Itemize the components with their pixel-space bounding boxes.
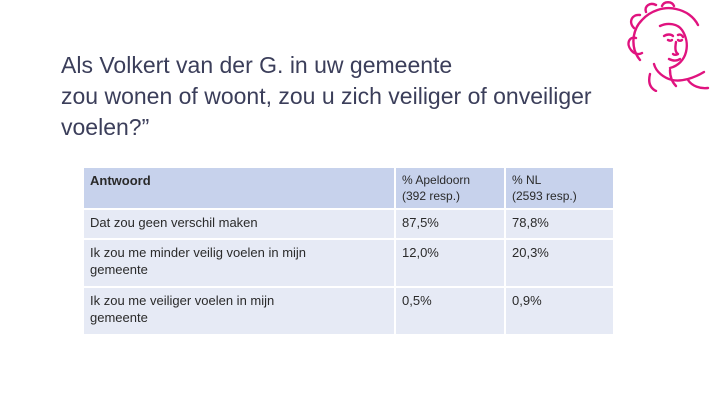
title-line-2: zou wonen of woont, zou u zich veiliger … bbox=[61, 83, 592, 109]
header-apeldoorn-respondents: (392 resp.) bbox=[402, 189, 461, 203]
header-answer: Antwoord bbox=[84, 168, 394, 208]
title-line-1: Als Volkert van der G. in uw gemeente bbox=[61, 52, 453, 78]
slide-title: Als Volkert van der G. in uw gemeente zo… bbox=[61, 50, 681, 143]
nl-value: 20,3% bbox=[506, 240, 613, 286]
header-nl-label: % NL bbox=[512, 173, 542, 187]
header-nl-respondents: (2593 resp.) bbox=[512, 189, 577, 203]
apeldoorn-value: 87,5% bbox=[396, 210, 504, 238]
title-line-3: voelen?” bbox=[61, 114, 150, 140]
apeldoorn-value: 0,5% bbox=[396, 288, 504, 334]
answer-cell: Ik zou me minder veilig voelen in mijn g… bbox=[84, 240, 394, 286]
table-row: Dat zou geen verschil maken 87,5% 78,8% bbox=[84, 210, 613, 238]
answer-text-line-2: gemeente bbox=[90, 262, 148, 277]
results-table: Antwoord % Apeldoorn (392 resp.) % NL (2… bbox=[82, 166, 615, 336]
answer-text-line-1: Ik zou me minder veilig voelen in mijn bbox=[90, 245, 307, 260]
table-row: Ik zou me veiliger voelen in mijn gemeen… bbox=[84, 288, 613, 334]
nl-value: 0,9% bbox=[506, 288, 613, 334]
answer-cell: Dat zou geen verschil maken bbox=[84, 210, 394, 238]
answer-text-line-2: gemeente bbox=[90, 310, 148, 325]
header-apeldoorn: % Apeldoorn (392 resp.) bbox=[396, 168, 504, 208]
table-header-row: Antwoord % Apeldoorn (392 resp.) % NL (2… bbox=[84, 168, 613, 208]
answer-cell: Ik zou me veiliger voelen in mijn gemeen… bbox=[84, 288, 394, 334]
answer-text-line-1: Ik zou me veiliger voelen in mijn bbox=[90, 293, 275, 308]
header-nl: % NL (2593 resp.) bbox=[506, 168, 613, 208]
nl-value: 78,8% bbox=[506, 210, 613, 238]
table-row: Ik zou me minder veilig voelen in mijn g… bbox=[84, 240, 613, 286]
header-apeldoorn-label: % Apeldoorn bbox=[402, 173, 471, 187]
portrait-line-drawing-icon bbox=[627, 1, 710, 92]
apeldoorn-value: 12,0% bbox=[396, 240, 504, 286]
